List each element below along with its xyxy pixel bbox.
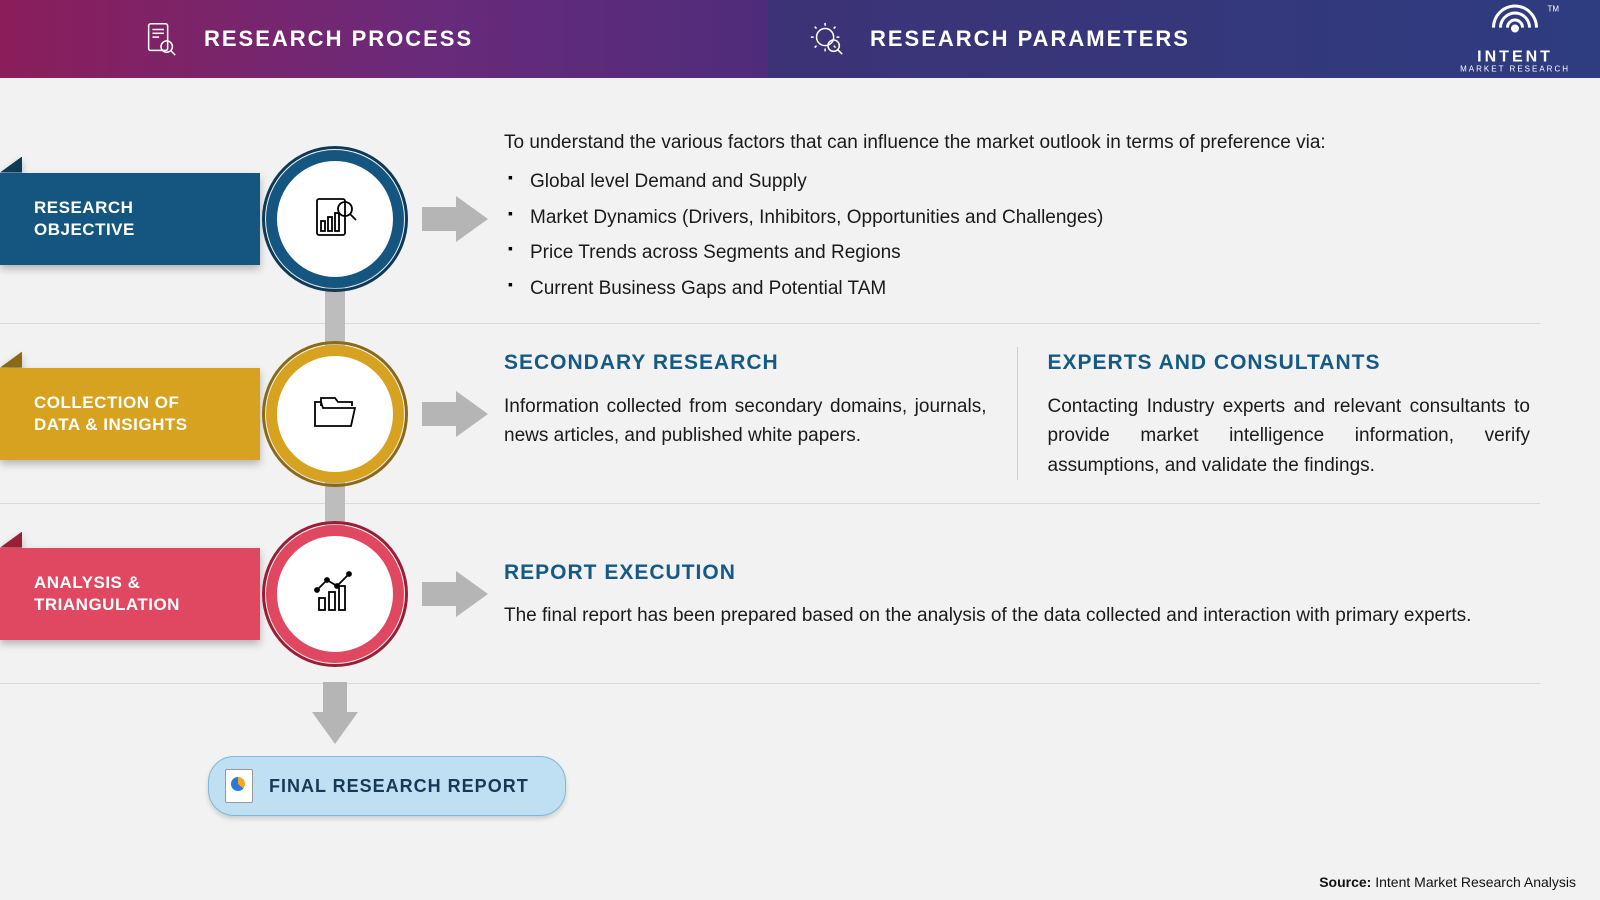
step2-ribbon: COLLECTION OF DATA & INSIGHTS: [0, 368, 260, 460]
step1-content: To understand the various factors that c…: [500, 128, 1540, 309]
arrow-right-icon: [422, 391, 488, 437]
arrow-down-icon: [312, 682, 358, 744]
header-right: RESEARCH PARAMETERS TM INTENT MARKET RES…: [768, 0, 1600, 78]
final-report-label: FINAL RESEARCH REPORT: [269, 776, 529, 797]
experts-body: Contacting Industry experts and relevant…: [1048, 392, 1531, 480]
step3-node: [276, 535, 394, 653]
report-search-icon: [307, 191, 363, 247]
step1-bullets: Global level Demand and Supply Market Dy…: [504, 167, 1530, 303]
header: RESEARCH PROCESS RESEARCH PARAMETERS TM …: [0, 0, 1600, 78]
step-collection: COLLECTION OF DATA & INSIGHTS SECONDARY …: [0, 324, 1540, 504]
bar-trend-icon: [307, 566, 363, 622]
logo-tm: TM: [1548, 5, 1560, 14]
step2-label: COLLECTION OF DATA & INSIGHTS: [34, 393, 188, 434]
report-document-icon: [225, 769, 253, 803]
step1-node: [276, 160, 394, 278]
document-search-icon: [140, 18, 182, 60]
report-execution-body: The final report has been prepared based…: [504, 601, 1530, 630]
column-divider: [1017, 347, 1018, 480]
source-prefix: Source:: [1319, 874, 1371, 890]
step-analysis: ANALYSIS & TRIANGULATION REPORT EXECUTIO…: [0, 504, 1540, 684]
logo-subtext: MARKET RESEARCH: [1460, 65, 1570, 74]
process-diagram: RESEARCH OBJECTIVE To understand the var…: [0, 78, 1600, 810]
step2-col-secondary: SECONDARY RESEARCH Information collected…: [504, 347, 987, 480]
brand-logo: TM INTENT MARKET RESEARCH: [1460, 5, 1570, 74]
signal-arcs-icon: TM: [1485, 5, 1545, 51]
step2-content: SECONDARY RESEARCH Information collected…: [500, 347, 1540, 480]
secondary-research-body: Information collected from secondary dom…: [504, 392, 987, 451]
step2-node: [276, 355, 394, 473]
bullet: Global level Demand and Supply: [530, 167, 1530, 196]
step3-label: ANALYSIS & TRIANGULATION: [34, 573, 180, 614]
step2-col-experts: EXPERTS AND CONSULTANTS Contacting Indus…: [1048, 347, 1531, 480]
source-attribution: Source: Intent Market Research Analysis: [1319, 874, 1576, 890]
bullet: Current Business Gaps and Potential TAM: [530, 274, 1530, 303]
arrow-right-icon: [422, 571, 488, 617]
step1-ribbon: RESEARCH OBJECTIVE: [0, 173, 260, 265]
final-step: FINAL RESEARCH REPORT: [0, 690, 1540, 810]
arrow-right-icon: [422, 196, 488, 242]
experts-title: EXPERTS AND CONSULTANTS: [1048, 347, 1531, 380]
step3-ribbon: ANALYSIS & TRIANGULATION: [0, 548, 260, 640]
header-right-title: RESEARCH PARAMETERS: [870, 26, 1190, 52]
step-research-objective: RESEARCH OBJECTIVE To understand the var…: [0, 114, 1540, 324]
source-text: Intent Market Research Analysis: [1375, 874, 1576, 890]
step3-content: REPORT EXECUTION The final report has be…: [500, 557, 1540, 631]
step1-label: RESEARCH OBJECTIVE: [34, 198, 135, 239]
final-report-pill: FINAL RESEARCH REPORT: [208, 756, 566, 816]
bullet: Price Trends across Segments and Regions: [530, 238, 1530, 267]
secondary-research-title: SECONDARY RESEARCH: [504, 347, 987, 380]
folder-open-icon: [307, 386, 363, 442]
gear-search-icon: [806, 18, 848, 60]
header-left-title: RESEARCH PROCESS: [204, 26, 473, 52]
step1-lead: To understand the various factors that c…: [504, 128, 1530, 157]
header-left: RESEARCH PROCESS: [0, 0, 768, 78]
report-execution-title: REPORT EXECUTION: [504, 557, 1530, 590]
bullet: Market Dynamics (Drivers, Inhibitors, Op…: [530, 203, 1530, 232]
